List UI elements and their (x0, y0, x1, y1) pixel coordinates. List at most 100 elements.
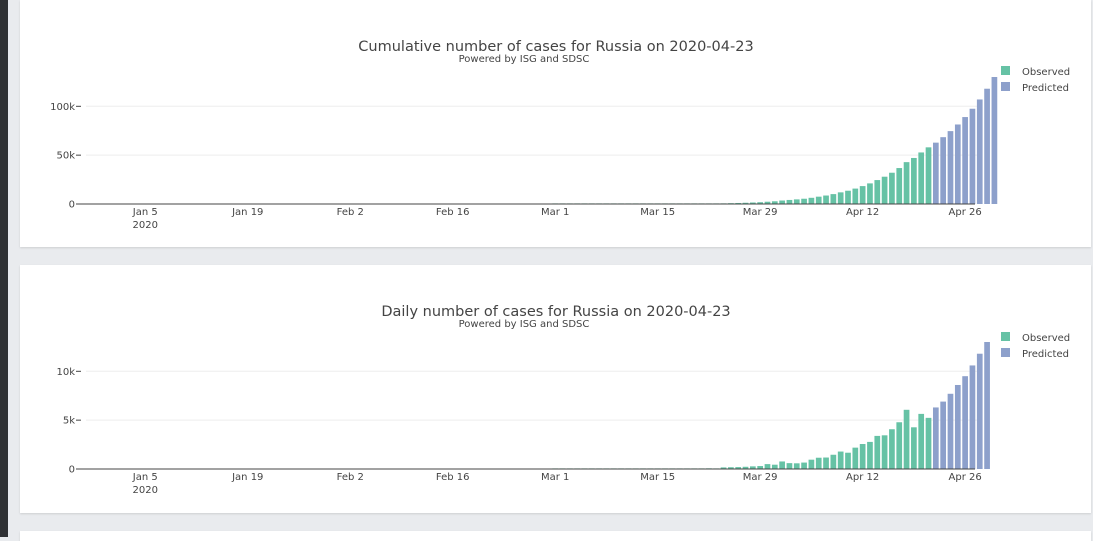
bar-observed[interactable] (735, 467, 742, 469)
bar-observed[interactable] (779, 461, 785, 469)
bar-observed[interactable] (896, 168, 903, 204)
bar-observed[interactable] (742, 466, 749, 469)
bar-predicted[interactable] (940, 401, 947, 469)
bar-predicted[interactable] (984, 342, 990, 469)
bar-observed[interactable] (845, 190, 851, 204)
bar-observed[interactable] (911, 427, 917, 469)
bar-observed[interactable] (889, 172, 895, 204)
bar-predicted[interactable] (984, 88, 990, 204)
bar-observed[interactable] (874, 180, 881, 204)
bar-observed[interactable] (918, 413, 925, 469)
legend-swatch-predicted[interactable] (1001, 82, 1010, 91)
legend-label-predicted[interactable]: Predicted (1022, 83, 1069, 94)
bar-predicted[interactable] (969, 108, 976, 204)
x-tick-label: Jan 5 (132, 207, 158, 218)
bar-observed[interactable] (823, 457, 829, 469)
bar-observed[interactable] (911, 157, 917, 204)
y-tick-label: 5k (63, 416, 75, 427)
bar-observed[interactable] (771, 201, 778, 204)
bar-observed[interactable] (815, 196, 822, 204)
bar-observed[interactable] (925, 147, 932, 204)
bar-observed[interactable] (757, 466, 764, 469)
x-tick-label: Apr 26 (949, 207, 982, 218)
bar-predicted[interactable] (932, 142, 939, 204)
bar-observed[interactable] (867, 441, 873, 469)
legend-label-observed[interactable]: Observed (1022, 333, 1070, 344)
bar-observed[interactable] (830, 454, 837, 469)
bar-observed[interactable] (808, 459, 815, 469)
bar-observed[interactable] (801, 198, 807, 204)
chart-legend[interactable]: Observed Predicted (1001, 332, 1070, 360)
bar-observed[interactable] (859, 186, 866, 204)
bar-observed[interactable] (801, 462, 807, 469)
bar-observed[interactable] (735, 202, 742, 204)
bar-observed[interactable] (793, 199, 800, 204)
bar-predicted[interactable] (932, 407, 939, 469)
x-tick-year-label: 2020 (133, 485, 158, 496)
bar-observed[interactable] (830, 194, 837, 204)
bar-observed[interactable] (881, 176, 888, 204)
bar-observed[interactable] (764, 464, 771, 469)
legend-label-observed[interactable]: Observed (1022, 67, 1070, 78)
bar-observed[interactable] (779, 200, 785, 204)
chart-subtitle: Powered by ISG and SDSC (459, 319, 590, 330)
legend-label-predicted[interactable]: Predicted (1022, 349, 1069, 360)
bar-observed[interactable] (852, 188, 859, 204)
bar-predicted[interactable] (954, 124, 961, 204)
chart-legend[interactable]: Observed Predicted (1001, 66, 1070, 94)
bar-observed[interactable] (918, 152, 925, 204)
bar-observed[interactable] (925, 417, 932, 469)
x-tick-label: Jan 19 (231, 207, 263, 218)
bar-observed[interactable] (903, 409, 910, 469)
x-tick-label: Jan 19 (231, 472, 263, 483)
bar-observed[interactable] (837, 451, 844, 469)
bar-observed[interactable] (874, 435, 881, 469)
bar-predicted[interactable] (947, 393, 954, 469)
bar-predicted[interactable] (962, 376, 968, 469)
x-tick-label: Mar 1 (541, 207, 569, 218)
bar-observed[interactable] (881, 435, 888, 469)
bar-observed[interactable] (749, 202, 756, 204)
daily-chart-card: Daily number of cases for Russia on 2020… (20, 265, 1091, 513)
cumulative-chart-card: Cumulative number of cases for Russia on… (20, 0, 1091, 247)
bar-observed[interactable] (815, 457, 822, 469)
bar-predicted[interactable] (947, 131, 954, 204)
bar-observed[interactable] (771, 464, 778, 469)
bar-predicted[interactable] (969, 365, 976, 469)
bar-observed[interactable] (837, 192, 844, 204)
bar-observed[interactable] (889, 429, 895, 469)
bar-predicted[interactable] (962, 117, 968, 204)
bar-observed[interactable] (757, 202, 764, 204)
bar-predicted[interactable] (954, 384, 961, 469)
x-tick-label: Apr 12 (846, 207, 879, 218)
bar-observed[interactable] (720, 467, 727, 469)
x-tick-label: Apr 26 (949, 472, 982, 483)
bar-observed[interactable] (903, 162, 910, 204)
bar-observed[interactable] (793, 463, 800, 469)
bar-observed[interactable] (845, 452, 851, 469)
bar-observed[interactable] (896, 422, 903, 469)
bar-observed[interactable] (749, 466, 756, 469)
bar-observed[interactable] (786, 463, 793, 469)
x-tick-year-label: 2020 (133, 220, 158, 231)
bar-observed[interactable] (808, 197, 815, 204)
legend-swatch-predicted[interactable] (1001, 348, 1010, 357)
bar-observed[interactable] (764, 201, 771, 204)
x-tick-label: Mar 1 (541, 472, 569, 483)
legend-swatch-observed[interactable] (1001, 332, 1010, 341)
bar-observed[interactable] (786, 199, 793, 204)
bar-observed[interactable] (859, 444, 866, 469)
bar-observed[interactable] (852, 447, 859, 469)
y-tick-label: 10k (56, 367, 75, 378)
bar-observed[interactable] (728, 467, 734, 469)
bar-predicted[interactable] (976, 353, 983, 469)
bar-predicted[interactable] (940, 137, 947, 204)
legend-swatch-observed[interactable] (1001, 66, 1010, 75)
bar-predicted[interactable] (991, 77, 998, 204)
bar-observed[interactable] (742, 202, 749, 204)
x-tick-label: Mar 29 (743, 207, 778, 218)
bar-observed[interactable] (823, 195, 829, 204)
bar-observed[interactable] (867, 183, 873, 204)
window-edge (0, 0, 8, 537)
bar-predicted[interactable] (976, 99, 983, 204)
